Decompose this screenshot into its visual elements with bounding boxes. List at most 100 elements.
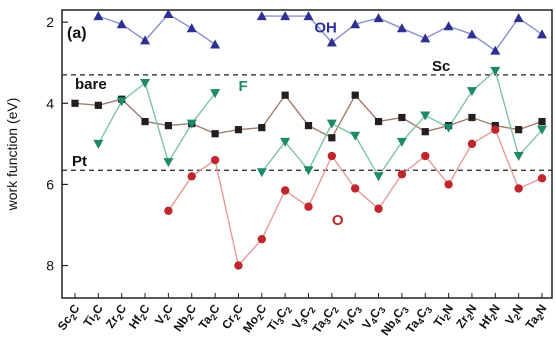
series-annotations: OH bare F O bbox=[75, 19, 344, 229]
x-tick-label: Hf2N bbox=[476, 302, 504, 333]
point-oh bbox=[443, 21, 454, 31]
subscript: 2 bbox=[161, 312, 172, 322]
subscript: 4 bbox=[369, 316, 380, 326]
x-tick-label: Ti3C2 bbox=[264, 302, 294, 335]
point-bare bbox=[234, 126, 243, 134]
series-line-o bbox=[167, 128, 543, 267]
subscript: 4 bbox=[392, 316, 403, 326]
subscript: 2 bbox=[138, 312, 149, 322]
point-bare bbox=[421, 128, 429, 136]
subscript: 4 bbox=[345, 316, 356, 326]
point-oh bbox=[303, 11, 314, 21]
subscript: 2 bbox=[512, 312, 523, 322]
x-tick-label: Ta2C bbox=[196, 301, 225, 332]
reference-lines: Sc Pt bbox=[62, 58, 552, 171]
x-tick-label: Ta2N bbox=[523, 302, 551, 333]
point-bare bbox=[281, 91, 289, 99]
point-bare bbox=[304, 122, 313, 130]
subscript: 2 bbox=[255, 312, 266, 322]
point-oh bbox=[186, 23, 197, 33]
point-f bbox=[140, 79, 151, 89]
x-tick-label: Zr2C bbox=[103, 301, 131, 331]
point-f bbox=[537, 125, 547, 135]
x-tick-label: Sc2C bbox=[55, 301, 85, 334]
subscript: 2 bbox=[330, 305, 341, 315]
y-axis-ticks: 2 4 6 8 bbox=[46, 14, 68, 274]
subscript: 3 bbox=[275, 316, 286, 326]
y-tick-label: 2 bbox=[46, 14, 54, 30]
subscript: 2 bbox=[185, 312, 196, 322]
subscript: 3 bbox=[353, 305, 364, 315]
x-tick-label: Nb4C3 bbox=[378, 302, 411, 340]
point-bare bbox=[468, 113, 476, 122]
x-tick-label: Ta4C3 bbox=[403, 302, 434, 337]
point-bare bbox=[351, 91, 359, 99]
point-oh bbox=[373, 13, 384, 23]
annotation-f: F bbox=[238, 78, 247, 95]
point-bare bbox=[258, 124, 266, 132]
point-oh bbox=[93, 11, 104, 21]
y-tick-label: 4 bbox=[46, 95, 54, 111]
x-tick-label: Ti2N bbox=[431, 302, 458, 331]
point-bare bbox=[374, 117, 383, 126]
point-f bbox=[490, 66, 501, 76]
point-oh bbox=[537, 29, 547, 39]
x-tick-label: Ti4C3 bbox=[334, 302, 364, 335]
reference-label-sc: Sc bbox=[432, 58, 450, 75]
point-f bbox=[303, 166, 314, 176]
point-o bbox=[210, 155, 220, 165]
point-o bbox=[444, 180, 453, 189]
point-o bbox=[397, 170, 407, 179]
point-f bbox=[513, 152, 524, 162]
point-f bbox=[350, 131, 361, 141]
x-tick-label: Nb2C bbox=[171, 301, 201, 335]
subscript: 3 bbox=[322, 316, 333, 326]
point-f bbox=[326, 119, 337, 129]
point-f bbox=[210, 89, 221, 99]
point-f bbox=[420, 111, 431, 121]
point-o bbox=[537, 174, 547, 183]
y-axis-label: work function (eV) bbox=[4, 98, 20, 212]
x-tick-label: Hf2C bbox=[126, 301, 154, 332]
point-f bbox=[256, 168, 267, 178]
point-o bbox=[467, 139, 477, 149]
point-bare bbox=[328, 134, 336, 142]
point-oh bbox=[513, 13, 524, 23]
point-o bbox=[351, 184, 360, 193]
point-oh bbox=[396, 23, 407, 33]
annotation-oh: OH bbox=[314, 19, 337, 36]
point-oh bbox=[210, 39, 221, 49]
point-o bbox=[421, 151, 430, 161]
point-bare bbox=[515, 126, 523, 134]
point-f bbox=[280, 137, 291, 147]
point-o bbox=[234, 261, 243, 270]
point-oh bbox=[140, 35, 151, 45]
point-bare bbox=[164, 122, 172, 130]
subscript: 2 bbox=[232, 312, 243, 322]
series-markers bbox=[71, 9, 547, 270]
point-o bbox=[491, 125, 500, 134]
point-oh bbox=[116, 19, 127, 29]
point-bare bbox=[538, 117, 546, 126]
point-o bbox=[257, 234, 266, 244]
point-oh bbox=[326, 37, 337, 47]
subscript: 2 bbox=[115, 312, 126, 322]
subscript: 4 bbox=[415, 316, 426, 326]
point-o bbox=[374, 204, 383, 213]
subscript: 2 bbox=[307, 305, 318, 315]
subscript: 3 bbox=[423, 305, 434, 315]
subscript: 3 bbox=[400, 305, 411, 315]
subscript: 2 bbox=[442, 312, 453, 322]
point-bare bbox=[71, 99, 79, 107]
point-oh bbox=[280, 11, 291, 21]
y-tick-label: 6 bbox=[46, 176, 54, 192]
point-f bbox=[93, 139, 104, 149]
point-f bbox=[396, 137, 407, 147]
subscript: 3 bbox=[377, 305, 388, 315]
point-o bbox=[164, 206, 173, 215]
x-tick-label: Ti2C bbox=[80, 301, 107, 330]
point-oh bbox=[350, 19, 361, 29]
point-f bbox=[116, 97, 127, 107]
point-bare bbox=[398, 113, 406, 122]
